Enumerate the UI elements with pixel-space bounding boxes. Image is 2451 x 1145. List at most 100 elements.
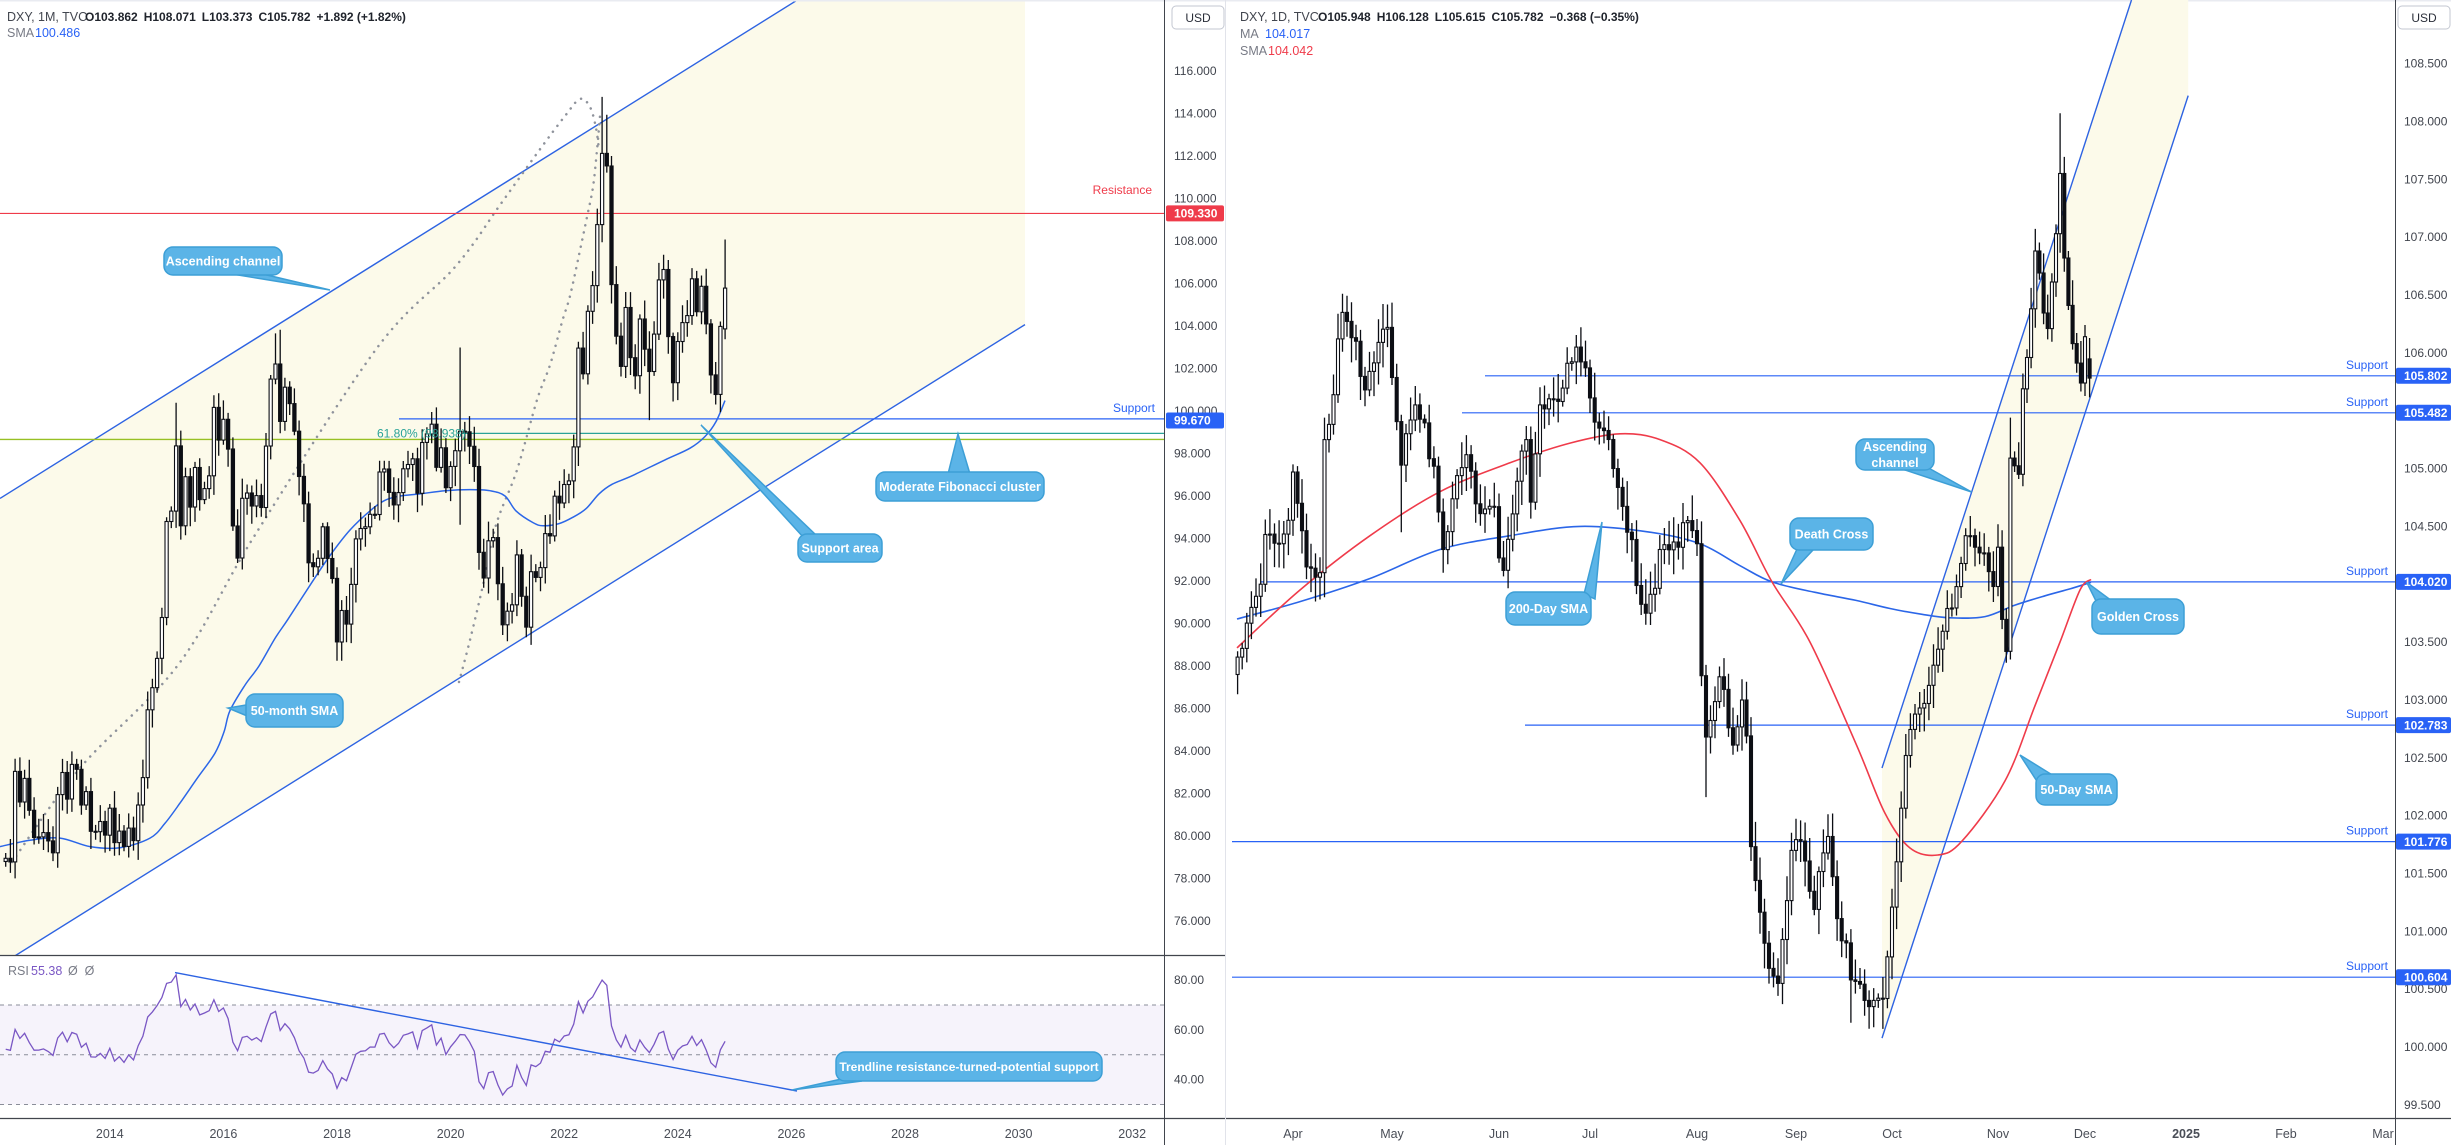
- svg-text:102.500: 102.500: [2404, 751, 2448, 765]
- svg-text:Ø Ø: Ø Ø: [68, 964, 95, 978]
- svg-text:106.000: 106.000: [2404, 346, 2448, 360]
- svg-text:76.000: 76.000: [1174, 914, 1211, 928]
- svg-text:channel: channel: [1871, 456, 1918, 470]
- svg-text:Support: Support: [2346, 358, 2389, 372]
- svg-text:110.000: 110.000: [1174, 192, 1217, 206]
- svg-text:50-month SMA: 50-month SMA: [251, 704, 339, 718]
- svg-text:O105.948 H106.128 L105.615 C10: O105.948 H106.128 L105.615 C105.782 −0.3…: [1318, 10, 1639, 24]
- svg-text:Moderate Fibonacci cluster: Moderate Fibonacci cluster: [879, 480, 1041, 494]
- svg-text:82.000: 82.000: [1174, 787, 1211, 801]
- svg-text:May: May: [1380, 1127, 1404, 1141]
- svg-text:80.00: 80.00: [1174, 973, 1204, 987]
- svg-text:78.000: 78.000: [1174, 872, 1211, 886]
- svg-text:100.500: 100.500: [2404, 982, 2448, 996]
- svg-text:Trendline resistance-turned-po: Trendline resistance-turned-potential su…: [839, 1060, 1098, 1074]
- svg-text:55.38: 55.38: [31, 964, 62, 978]
- svg-text:108.000: 108.000: [1174, 234, 1218, 248]
- svg-text:USD: USD: [2411, 11, 2437, 25]
- svg-text:102.783: 102.783: [2404, 718, 2448, 732]
- svg-text:107.500: 107.500: [2404, 172, 2448, 186]
- svg-text:Support: Support: [2346, 564, 2389, 578]
- svg-text:SMA: SMA: [7, 26, 35, 40]
- svg-text:2020: 2020: [437, 1127, 465, 1141]
- svg-text:RSI: RSI: [8, 964, 29, 978]
- svg-text:DXY, 1M, TVC: DXY, 1M, TVC: [7, 10, 87, 24]
- svg-text:102.000: 102.000: [2404, 809, 2448, 823]
- svg-text:Jun: Jun: [1489, 1127, 1509, 1141]
- svg-text:60.00: 60.00: [1174, 1023, 1204, 1037]
- svg-text:USD: USD: [1185, 11, 1211, 25]
- svg-text:100.604: 100.604: [2404, 970, 2448, 984]
- svg-text:103.500: 103.500: [2404, 635, 2448, 649]
- svg-text:105.482: 105.482: [2404, 406, 2448, 420]
- svg-text:2016: 2016: [209, 1127, 237, 1141]
- svg-text:2018: 2018: [323, 1127, 351, 1141]
- svg-text:99.500: 99.500: [2404, 1098, 2441, 1112]
- svg-text:108.000: 108.000: [2404, 114, 2448, 128]
- svg-text:Resistance: Resistance: [1093, 183, 1153, 197]
- svg-text:SMA: SMA: [1240, 44, 1268, 58]
- svg-text:Oct: Oct: [1882, 1127, 1902, 1141]
- svg-text:61.80% (98.938): 61.80% (98.938): [377, 427, 466, 441]
- svg-text:Feb: Feb: [2275, 1127, 2297, 1141]
- svg-text:2014: 2014: [96, 1127, 124, 1141]
- svg-text:94.000: 94.000: [1174, 532, 1211, 546]
- svg-text:2026: 2026: [777, 1127, 805, 1141]
- svg-text:2028: 2028: [891, 1127, 919, 1141]
- svg-text:Death Cross: Death Cross: [1795, 528, 1869, 542]
- svg-text:112.000: 112.000: [1174, 149, 1217, 163]
- svg-text:105.802: 105.802: [2404, 369, 2448, 383]
- svg-text:103.000: 103.000: [2404, 693, 2448, 707]
- svg-text:40.00: 40.00: [1174, 1073, 1204, 1087]
- svg-text:Ascending channel: Ascending channel: [166, 255, 281, 269]
- svg-text:Mar: Mar: [2372, 1127, 2394, 1141]
- svg-text:Support: Support: [1113, 401, 1156, 415]
- svg-text:Nov: Nov: [1987, 1127, 2010, 1141]
- svg-text:114.000: 114.000: [1174, 107, 1217, 121]
- svg-text:Aug: Aug: [1686, 1127, 1708, 1141]
- svg-text:200-Day SMA: 200-Day SMA: [1509, 602, 1588, 616]
- svg-text:100.486: 100.486: [35, 26, 80, 40]
- svg-text:Support: Support: [2346, 395, 2389, 409]
- svg-text:2024: 2024: [664, 1127, 692, 1141]
- svg-text:Sep: Sep: [1785, 1127, 1807, 1141]
- svg-text:2025: 2025: [2172, 1127, 2200, 1141]
- svg-text:116.000: 116.000: [1174, 64, 1217, 78]
- svg-text:Support: Support: [2346, 824, 2389, 838]
- svg-text:88.000: 88.000: [1174, 659, 1211, 673]
- svg-text:104.000: 104.000: [1174, 319, 1218, 333]
- svg-text:Support: Support: [2346, 707, 2389, 721]
- svg-text:106.500: 106.500: [2404, 288, 2448, 302]
- svg-text:101.000: 101.000: [2404, 924, 2448, 938]
- svg-text:Support: Support: [2346, 959, 2389, 973]
- svg-text:98.000: 98.000: [1174, 447, 1211, 461]
- svg-text:96.000: 96.000: [1174, 489, 1211, 503]
- svg-text:2032: 2032: [1118, 1127, 1146, 1141]
- svg-text:104.017: 104.017: [1265, 27, 1310, 41]
- svg-text:Support area: Support area: [801, 542, 879, 556]
- svg-text:Ascending: Ascending: [1863, 440, 1927, 454]
- svg-text:104.020: 104.020: [2404, 575, 2448, 589]
- svg-text:100.000: 100.000: [2404, 1040, 2448, 1054]
- svg-text:90.000: 90.000: [1174, 617, 1211, 631]
- svg-text:50-Day SMA: 50-Day SMA: [2040, 783, 2112, 797]
- svg-text:104.500: 104.500: [2404, 519, 2448, 533]
- svg-text:109.330: 109.330: [1174, 207, 1218, 221]
- svg-text:DXY, 1D, TVC: DXY, 1D, TVC: [1240, 10, 1319, 24]
- svg-text:2022: 2022: [550, 1127, 578, 1141]
- svg-text:86.000: 86.000: [1174, 702, 1211, 716]
- svg-text:106.000: 106.000: [1174, 277, 1218, 291]
- svg-text:92.000: 92.000: [1174, 574, 1211, 588]
- svg-text:Golden Cross: Golden Cross: [2097, 610, 2179, 624]
- svg-text:107.000: 107.000: [2404, 230, 2448, 244]
- svg-text:Apr: Apr: [1283, 1127, 1302, 1141]
- svg-text:99.670: 99.670: [1174, 414, 1211, 428]
- svg-text:80.000: 80.000: [1174, 829, 1211, 843]
- svg-text:105.000: 105.000: [2404, 462, 2448, 476]
- svg-text:101.500: 101.500: [2404, 867, 2448, 881]
- svg-text:Dec: Dec: [2074, 1127, 2096, 1141]
- svg-text:104.042: 104.042: [1268, 44, 1313, 58]
- svg-text:2030: 2030: [1005, 1127, 1033, 1141]
- svg-text:O103.862 H108.071 L103.373 C10: O103.862 H108.071 L103.373 C105.782 +1.8…: [85, 10, 406, 24]
- svg-text:84.000: 84.000: [1174, 744, 1211, 758]
